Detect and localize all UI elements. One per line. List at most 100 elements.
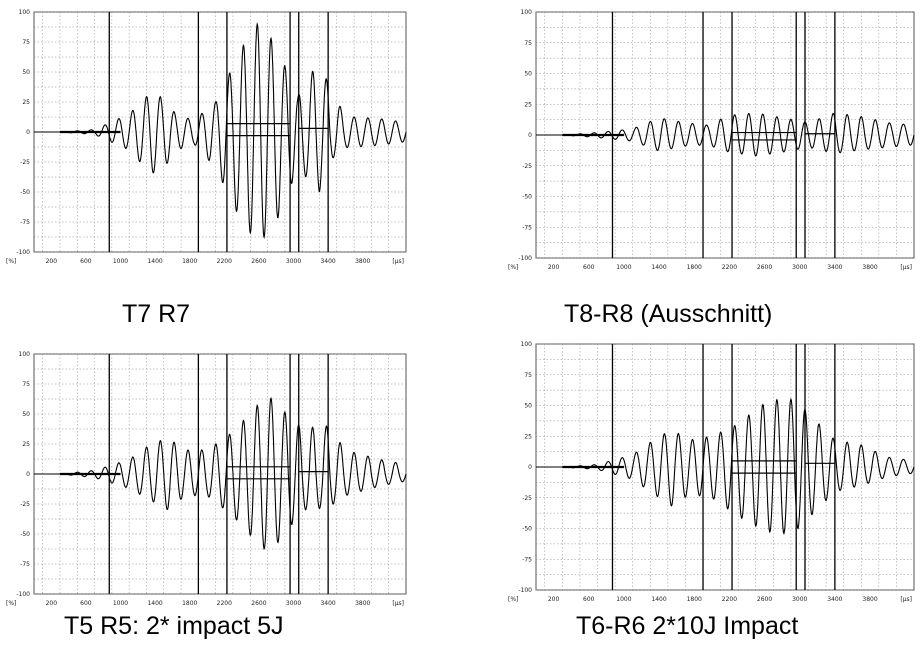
signal-waveform (60, 396, 407, 551)
y-tick-label: -50 (20, 189, 30, 196)
x-tick-label: 600 (80, 258, 92, 265)
y-tick-label: -25 (20, 501, 30, 508)
y-tick-label: -25 (20, 159, 30, 166)
signal-waveform (562, 397, 915, 535)
y-unit-label: [%] (6, 600, 16, 607)
x-tick-label: 3400 (320, 258, 335, 265)
y-unit-label: [%] (6, 258, 16, 265)
y-tick-label: -100 (16, 591, 30, 598)
x-unit-label: [µs] (392, 600, 404, 607)
x-tick-label: 600 (583, 264, 595, 271)
waveform-panel-t6-r6: 100 75 50 25 0 -25 -50 -75 -100 200 600 1000 1400 180… (502, 336, 920, 608)
y-tick-label: -75 (20, 219, 30, 226)
x-tick-label: 3400 (827, 264, 842, 271)
signal-waveform (562, 112, 915, 157)
x-tick-label: 200 (46, 258, 58, 265)
waveform-panel-t5-r5: 100 75 50 25 0 -25 -50 -75 -100 200 600 1000 1400 180… (0, 346, 412, 612)
x-tick-label: 600 (583, 596, 595, 603)
x-tick-label: 3000 (286, 600, 301, 607)
x-tick-label: 2600 (757, 264, 772, 271)
y-tick-label: 25 (22, 99, 30, 106)
y-tick-label: -50 (522, 526, 532, 533)
caption-t7-r7: T7 R7 (122, 300, 191, 328)
y-tick-label: -50 (522, 194, 532, 201)
x-unit-label: [µs] (392, 258, 404, 265)
y-tick-label: -75 (20, 561, 30, 568)
x-unit-label: [µs] (900, 596, 912, 603)
x-tick-label: 1800 (182, 600, 197, 607)
x-tick-label: 200 (548, 596, 560, 603)
waveform-panel-t8-r8: 100 75 50 25 0 -25 -50 -75 -100 200 600 1000 1400 180… (502, 4, 920, 276)
x-tick-label: 2200 (722, 596, 737, 603)
y-tick-label: 50 (524, 71, 532, 78)
y-tick-label: -50 (20, 531, 30, 538)
y-tick-label: -100 (518, 255, 532, 262)
y-tick-label: -75 (522, 556, 532, 563)
x-tick-label: 3800 (862, 596, 877, 603)
caption-t6-r6: T6-R6 2*10J Impact (576, 612, 799, 640)
y-tick-label: 50 (22, 411, 30, 418)
y-tick-label: 100 (521, 9, 533, 16)
x-tick-label: 1400 (147, 258, 162, 265)
x-tick-label: 1000 (113, 600, 128, 607)
y-tick-label: 75 (22, 39, 30, 46)
caption-t8-r8: T8-R8 (Ausschnitt) (564, 300, 773, 328)
y-unit-label: [%] (508, 596, 518, 603)
x-tick-label: 2200 (722, 264, 737, 271)
y-tick-label: -75 (522, 224, 532, 231)
y-tick-label: 50 (22, 69, 30, 76)
waveform-chart-t7-r7: 100 75 50 25 0 -25 -50 -75 -100 200 600 1000 1400 180… (6, 9, 407, 265)
y-tick-label: 0 (26, 471, 30, 478)
x-tick-label: 3800 (355, 258, 370, 265)
y-tick-label: 75 (524, 372, 532, 379)
x-tick-label: 2200 (217, 600, 232, 607)
x-tick-label: 2600 (251, 600, 266, 607)
caption-t5-r5: T5 R5: 2* impact 5J (64, 612, 284, 640)
waveform-panel-t7-r7: 100 75 50 25 0 -25 -50 -75 -100 200 600 1000 1400 180… (0, 4, 412, 270)
y-tick-label: -100 (16, 249, 30, 256)
waveform-chart-t8-r8: 100 75 50 25 0 -25 -50 -75 -100 200 600 1000 1400 180… (508, 9, 915, 271)
y-tick-label: 25 (524, 433, 532, 440)
y-tick-label: 75 (22, 381, 30, 388)
x-tick-label: 3000 (792, 264, 807, 271)
x-tick-label: 3400 (320, 600, 335, 607)
waveform-chart-t6-r6: 100 75 50 25 0 -25 -50 -75 -100 200 600 1000 1400 180… (508, 341, 915, 603)
x-tick-label: 1800 (182, 258, 197, 265)
x-tick-label: 1000 (616, 264, 631, 271)
x-tick-label: 1000 (616, 596, 631, 603)
y-tick-label: 100 (19, 351, 31, 358)
y-tick-label: -100 (518, 587, 532, 594)
x-tick-label: 1400 (651, 596, 666, 603)
x-tick-label: 600 (80, 600, 92, 607)
x-tick-label: 200 (548, 264, 560, 271)
y-tick-label: 100 (521, 341, 533, 348)
x-unit-label: [µs] (900, 264, 912, 271)
y-tick-label: 0 (528, 464, 532, 471)
x-tick-label: 1800 (687, 596, 702, 603)
y-unit-label: [%] (508, 264, 518, 271)
x-tick-label: 2200 (217, 258, 232, 265)
y-tick-label: -25 (522, 495, 532, 502)
y-tick-label: -25 (522, 163, 532, 170)
x-tick-label: 2600 (251, 258, 266, 265)
y-tick-label: 50 (524, 403, 532, 410)
x-tick-label: 1800 (687, 264, 702, 271)
waveform-chart-t5-r5: 100 75 50 25 0 -25 -50 -75 -100 200 600 1000 1400 180… (6, 351, 407, 607)
x-tick-label: 3000 (286, 258, 301, 265)
signal-waveform (60, 22, 407, 239)
y-tick-label: 75 (524, 40, 532, 47)
x-tick-label: 3400 (827, 596, 842, 603)
y-tick-label: 0 (528, 132, 532, 139)
x-tick-label: 3800 (355, 600, 370, 607)
y-tick-label: 100 (19, 9, 31, 16)
y-tick-label: 0 (26, 129, 30, 136)
x-tick-label: 1000 (113, 258, 128, 265)
x-tick-label: 1400 (147, 600, 162, 607)
x-tick-label: 2600 (757, 596, 772, 603)
y-tick-label: 25 (22, 441, 30, 448)
x-tick-label: 3800 (862, 264, 877, 271)
x-tick-label: 1400 (651, 264, 666, 271)
y-tick-label: 25 (524, 101, 532, 108)
x-tick-label: 200 (46, 600, 58, 607)
x-tick-label: 3000 (792, 596, 807, 603)
